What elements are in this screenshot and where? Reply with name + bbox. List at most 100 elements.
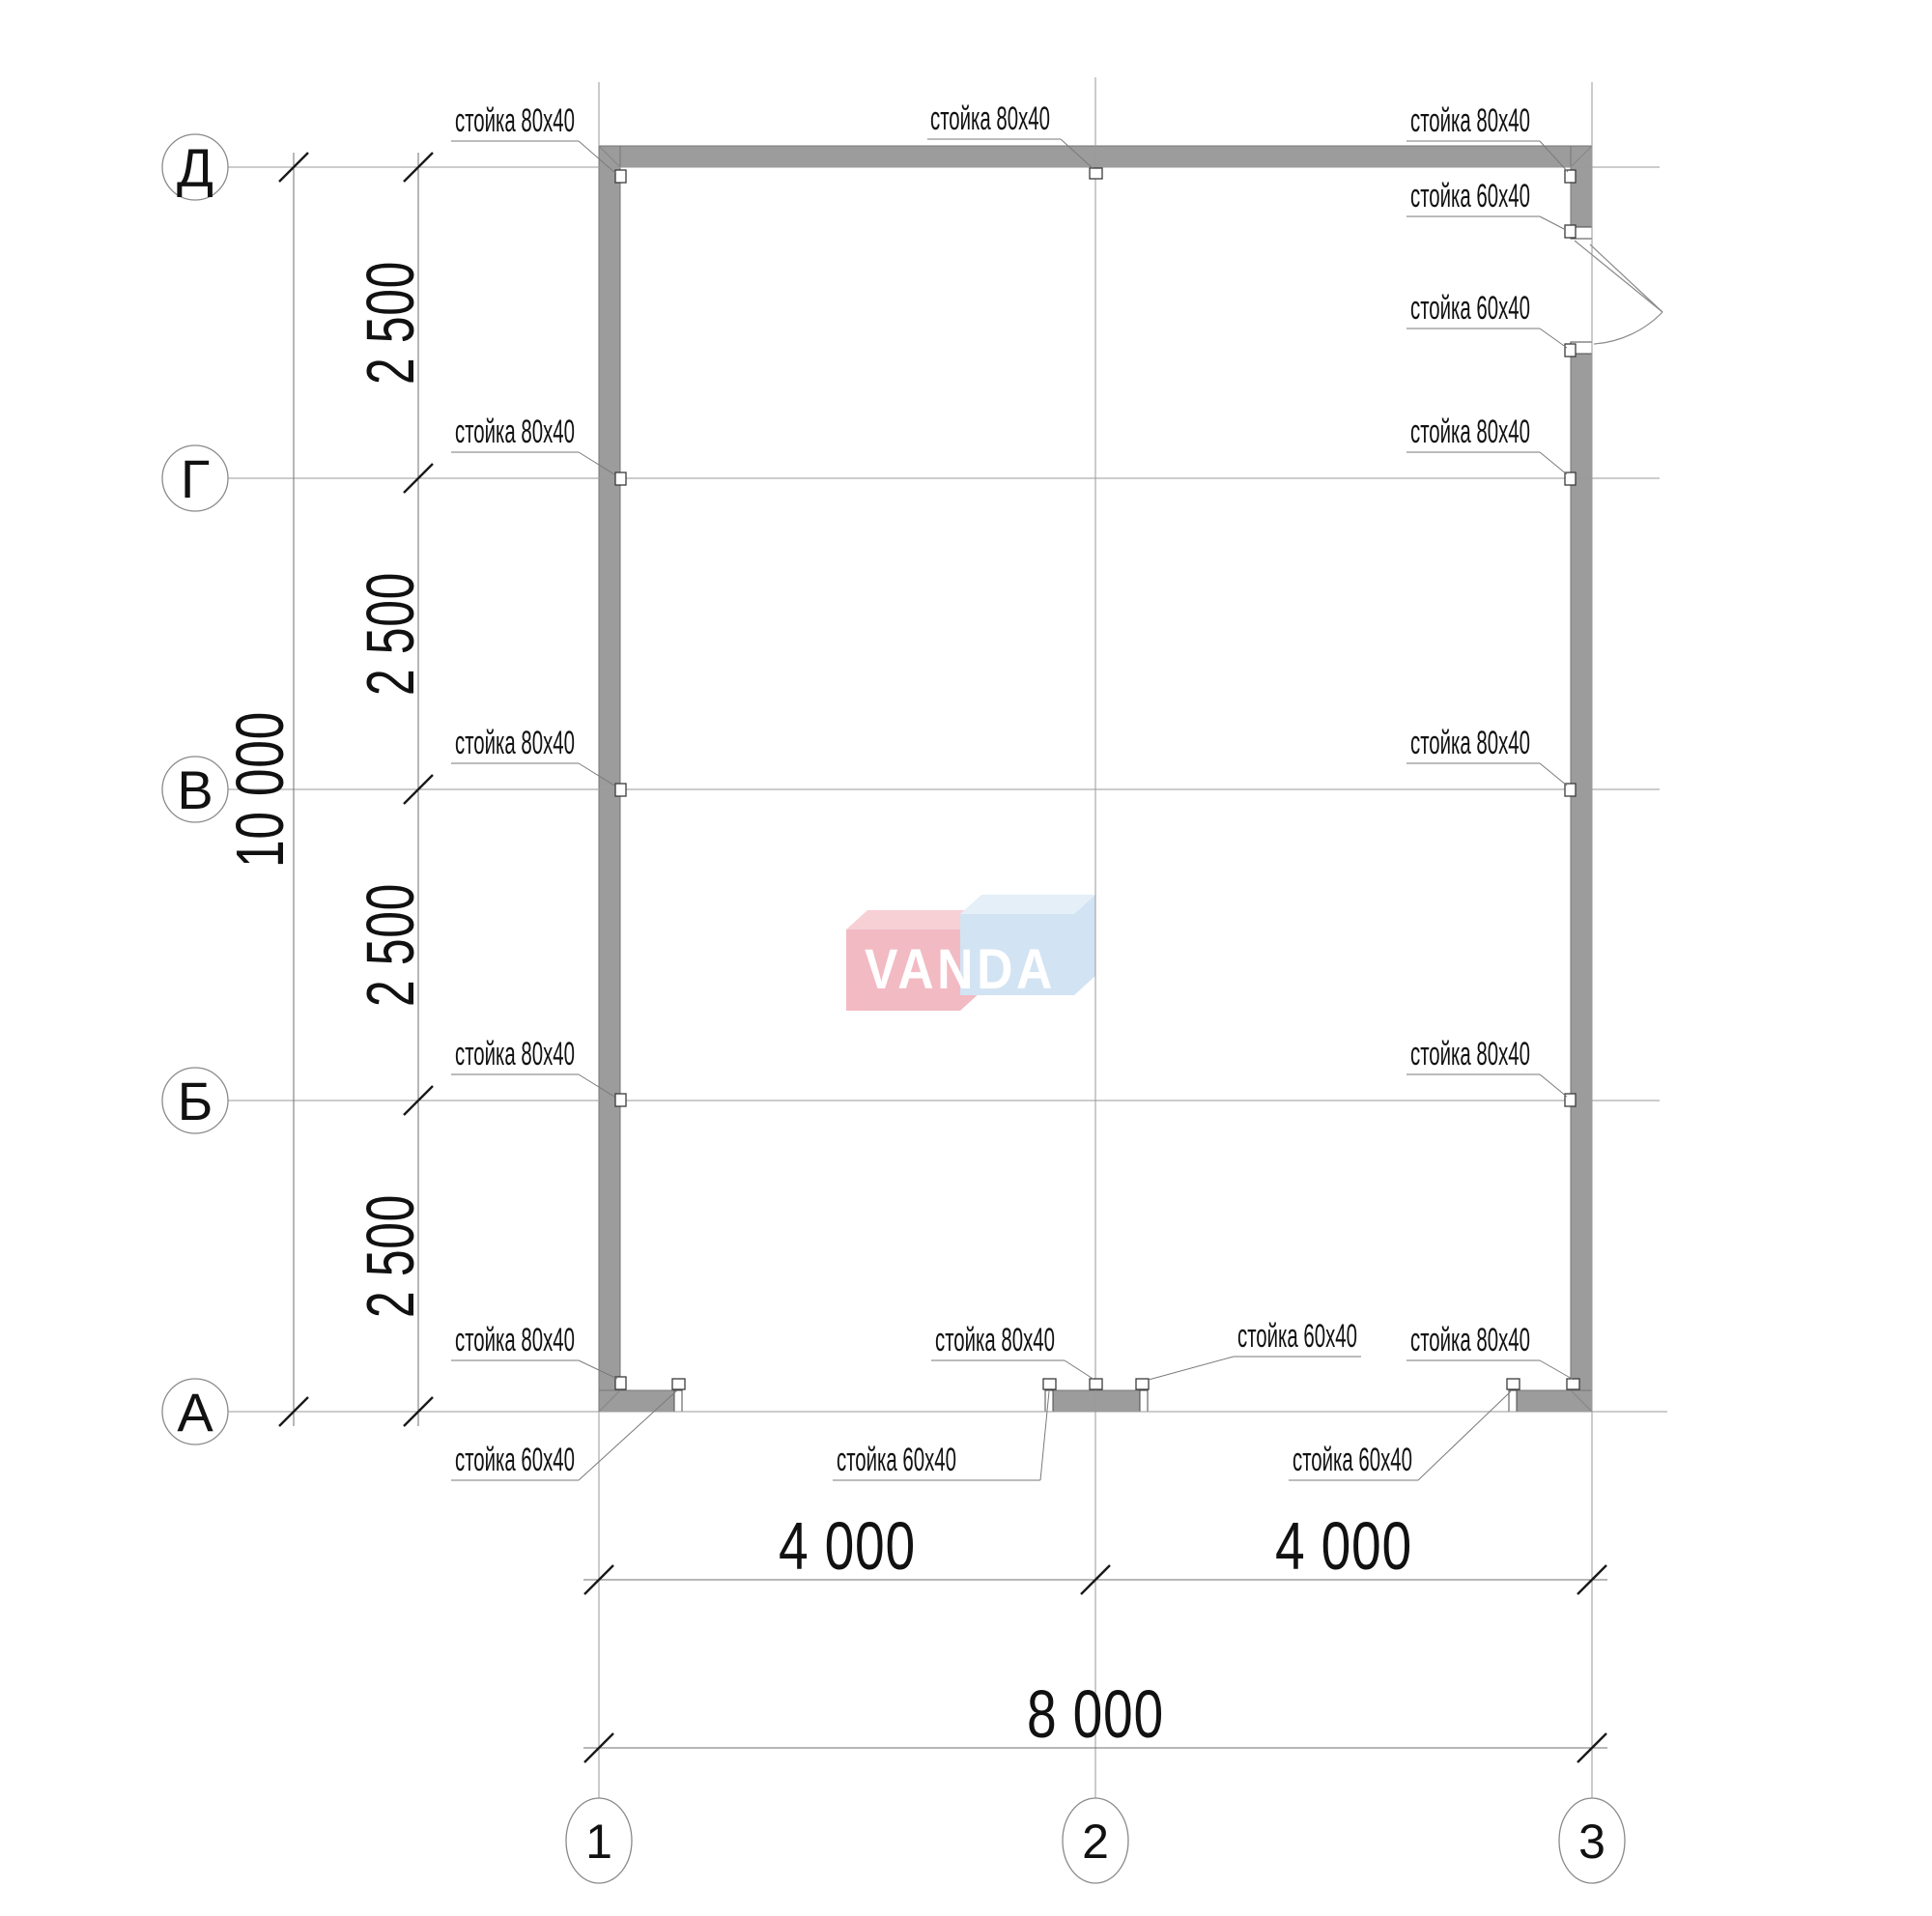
- axis-bubble-v: [161, 756, 229, 823]
- post-right-g: [1564, 472, 1577, 486]
- callout-text: стойка 60х40: [837, 1442, 956, 1478]
- callout-text: стойка 80х40: [455, 1036, 575, 1072]
- dim-tick: [278, 152, 309, 183]
- logo-text: VANDA: [865, 938, 1056, 1001]
- callout-below-center-60x40: стойка 60х40: [833, 1390, 1050, 1481]
- axis-bubble-2: [1062, 1797, 1129, 1884]
- dimension-left-segments: 2 500 2 500 2 500 2 500: [353, 152, 434, 1427]
- logo-red-box-front: [846, 929, 960, 1011]
- dim-tick: [403, 152, 434, 183]
- callout-text: стойка 80х40: [455, 725, 575, 761]
- callout-left-a-80x40: стойка 80х40: [451, 1322, 618, 1380]
- post-top-center: [1089, 167, 1103, 180]
- callout-below-left-60x40: стойка 60х40: [451, 1389, 678, 1481]
- dimension-bottom-total: 8 000: [583, 1676, 1607, 1763]
- callout-leader: [578, 762, 615, 786]
- callout-text: стойка 80х40: [455, 102, 575, 139]
- post-bottom-center-left: [1042, 1378, 1057, 1390]
- axis-bubble-g: [161, 444, 229, 512]
- callout-leader: [1060, 138, 1094, 169]
- callout-right-b-80x40: стойка 80х40: [1406, 1036, 1568, 1098]
- axis-label-g: Г: [181, 448, 210, 509]
- callout-leader: [1148, 1356, 1235, 1381]
- post-bottom-right-corner: [1566, 1378, 1580, 1390]
- dim-tick: [1577, 1564, 1607, 1595]
- callout-left-b-80x40: стойка 80х40: [451, 1036, 615, 1098]
- dim-tick: [403, 463, 434, 494]
- dimension-bottom-segments: 4 000 4 000: [583, 1508, 1607, 1595]
- dim-text-2500-1: 2 500: [353, 261, 428, 385]
- dim-tick: [403, 1085, 434, 1116]
- callout-right-g-80x40: стойка 80х40: [1406, 414, 1568, 475]
- callout-leader: [1039, 1390, 1050, 1481]
- frame-posts: [614, 167, 1580, 1390]
- callout-leader: [1417, 1390, 1512, 1481]
- dim-tick: [1577, 1732, 1607, 1763]
- callout-left-d-80x40: стойка 80х40: [451, 102, 617, 175]
- callout-leader: [578, 1073, 615, 1098]
- vanda-logo: VANDA: [846, 895, 1095, 1011]
- post-left-v: [614, 783, 627, 797]
- logo-red-box-top: [846, 910, 981, 929]
- axis-label-v: В: [177, 759, 213, 820]
- post-right-d: [1564, 169, 1577, 184]
- jamb-center-right: [1139, 1389, 1149, 1413]
- dim-text-8000: 8 000: [1027, 1676, 1164, 1752]
- axis-label-d: Д: [177, 137, 213, 198]
- corner-miter-bottom-right: [1570, 1389, 1593, 1413]
- axis-bubble-d: [161, 133, 229, 201]
- callout-right-d-80x40: стойка 80х40: [1406, 102, 1569, 173]
- callout-leader: [1539, 328, 1568, 349]
- callout-text: стойка 80х40: [1410, 414, 1530, 450]
- callout-leader: [578, 1389, 678, 1481]
- callout-text: стойка 80х40: [455, 414, 575, 450]
- dim-tick: [583, 1564, 614, 1595]
- dim-tick: [278, 1396, 309, 1427]
- callout-leader: [1539, 1073, 1568, 1098]
- callout-text: стойка 80х40: [930, 100, 1050, 137]
- post-door-top: [1564, 224, 1577, 239]
- callout-text: стойка 60х40: [1237, 1318, 1357, 1355]
- post-left-d: [614, 169, 627, 184]
- post-door-bottom: [1564, 343, 1577, 357]
- callout-leader: [1539, 451, 1568, 475]
- wall-bottom-center-segment: [1044, 1389, 1149, 1413]
- axis-label-3: 3: [1578, 1815, 1605, 1869]
- callout-leader: [1064, 1359, 1095, 1381]
- logo-blue-box-front: [960, 914, 1074, 995]
- post-right-v: [1564, 783, 1577, 797]
- callout-text: стойка 80х40: [455, 1322, 575, 1358]
- wall-bottom-left-segment: [598, 1389, 683, 1413]
- axis-bubble-1: [565, 1797, 633, 1884]
- dim-tick: [403, 1396, 434, 1427]
- callout-bottom-center-80x40: стойка 80х40: [931, 1322, 1095, 1381]
- dim-text-10000: 10 000: [222, 711, 298, 868]
- callout-text: стойка 60х40: [455, 1442, 575, 1478]
- axis-label-2: 2: [1082, 1815, 1109, 1869]
- post-left-g: [614, 472, 627, 486]
- axis-label-a: А: [177, 1382, 213, 1443]
- wall-right-lower: [1570, 341, 1593, 1413]
- dim-tick: [583, 1732, 614, 1763]
- callout-text: стойка 60х40: [1410, 290, 1530, 327]
- jamb-bottom-left-opening: [673, 1389, 683, 1413]
- door-leaf-line-1: [1574, 240, 1663, 313]
- callout-leader: [578, 1359, 618, 1380]
- logo-blue-box-side: [1074, 895, 1095, 995]
- axis-bubble-a: [161, 1378, 229, 1445]
- post-left-b: [614, 1093, 627, 1107]
- axis-label-b: Б: [178, 1071, 213, 1131]
- post-bottom-seg3-start: [1506, 1378, 1520, 1390]
- post-bottom-seg1-end: [671, 1378, 686, 1390]
- callout-below-right-60x40: стойка 60х40: [1289, 1390, 1512, 1481]
- grid-lines: [228, 77, 1667, 1798]
- callout-text: стойка 80х40: [1410, 725, 1530, 761]
- callout-door-top-60x40: стойка 60х40: [1406, 178, 1567, 231]
- corner-miter-top-right: [1570, 145, 1593, 168]
- callout-bottom-center-right-60x40: стойка 60х40: [1148, 1318, 1361, 1381]
- callout-top-center-80x40: стойка 80х40: [927, 100, 1094, 169]
- post-bottom-center-mid: [1089, 1378, 1103, 1390]
- callout-right-v-80x40: стойка 80х40: [1406, 725, 1568, 786]
